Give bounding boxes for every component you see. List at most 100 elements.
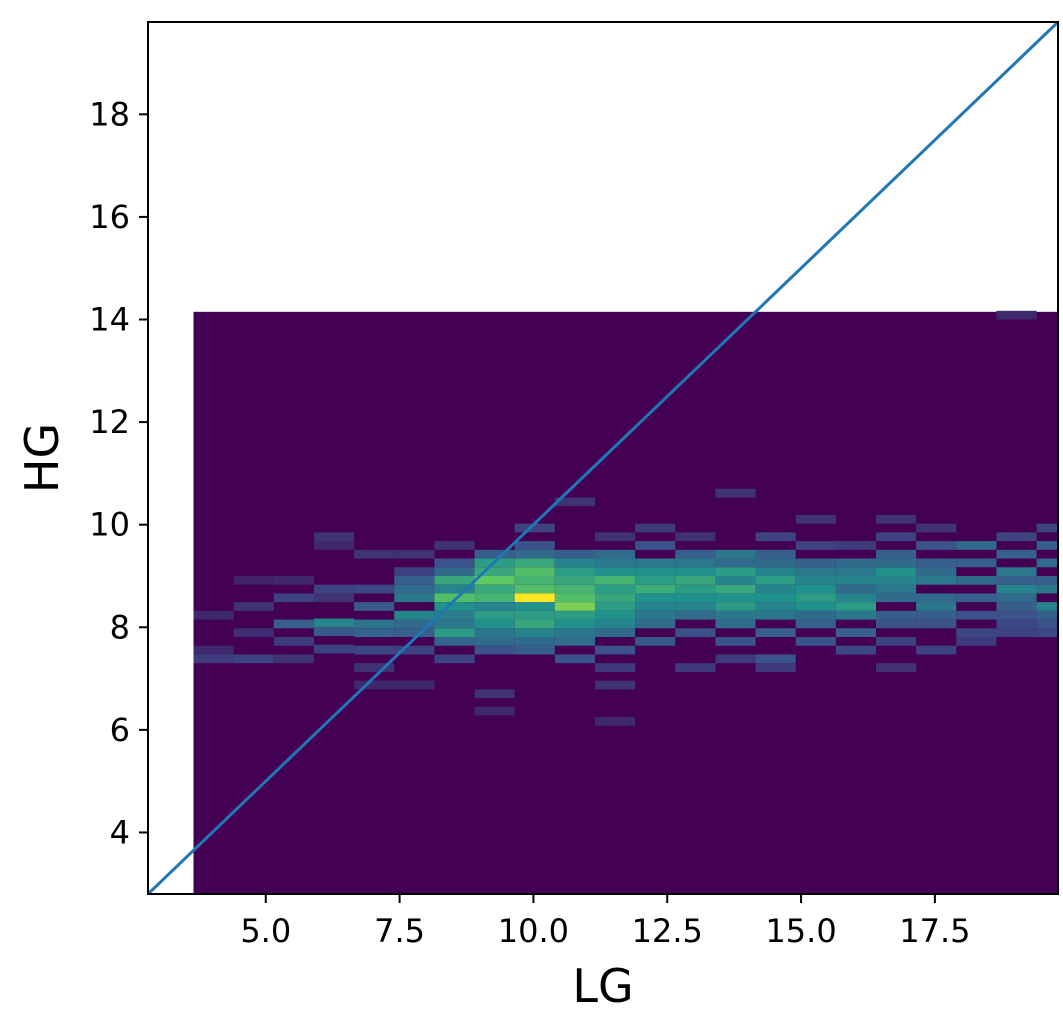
heatmap-cell (835, 584, 876, 594)
heatmap-cell (594, 680, 636, 690)
heatmap-cell (1036, 541, 1058, 550)
heatmap-cell (795, 558, 836, 568)
heatmap-cell (354, 663, 395, 672)
heatmap-cell (233, 654, 274, 664)
heatmap-cell (394, 680, 435, 690)
heatmap-cell (554, 610, 595, 620)
heatmap-cell (594, 628, 636, 638)
heatmap-cell (394, 619, 435, 629)
heatmap-cell (434, 575, 475, 585)
heatmap-cell (434, 654, 475, 664)
heatmap-cell (594, 558, 636, 568)
heatmap-cell (996, 610, 1037, 620)
heatmap-cell (474, 549, 515, 559)
heatmap-cell (554, 593, 595, 603)
heatmap-cell (635, 637, 676, 646)
heatmap-cell (313, 593, 355, 603)
heatmap-cell (675, 558, 716, 568)
heatmap-cell (554, 584, 595, 594)
x-tick-label: 12.5 (632, 912, 703, 950)
heatmap-cell (715, 567, 756, 576)
heatmap-cell (554, 497, 595, 507)
heatmap-cell (956, 637, 997, 646)
heatmap-cell (594, 549, 636, 559)
heatmap-cell (635, 558, 676, 568)
heatmap-cell (835, 628, 876, 638)
heatmap-cell (715, 593, 756, 603)
heatmap-cell (876, 514, 917, 524)
heatmap-cells (193, 310, 1058, 726)
heatmap-cell (795, 610, 836, 620)
heatmap-cell (715, 558, 756, 568)
x-tick-label: 17.5 (899, 912, 970, 950)
heatmap-cell (394, 584, 435, 594)
heatmap-cell (193, 610, 234, 620)
heatmap-cell (635, 567, 676, 576)
heatmap-cell (1036, 602, 1058, 611)
heatmap-cell (715, 637, 756, 646)
heatmap-cell (675, 663, 716, 672)
heatmap-cell (394, 610, 435, 620)
heatmap-cell (635, 523, 676, 533)
heatmap-cell (1036, 628, 1058, 638)
heatmap-cell (835, 567, 876, 576)
heatmap-cell (514, 637, 555, 646)
heatmap-cell (233, 628, 274, 638)
heatmap-cell (554, 619, 595, 629)
y-tick-label: 6 (110, 711, 130, 749)
heatmap-cell (956, 593, 997, 603)
heatmap-cell (755, 602, 796, 611)
heatmap-cell (755, 610, 796, 620)
heatmap-cell (474, 584, 515, 594)
heatmap-cell (675, 602, 716, 611)
heatmap-cell (354, 549, 395, 559)
heatmap-cell (474, 602, 515, 611)
heatmap-cell (594, 663, 636, 672)
heatmap-cell (594, 602, 636, 611)
heatmap-cell (594, 593, 636, 603)
heatmap-cell (1036, 523, 1058, 533)
heatmap-cell (594, 610, 636, 620)
heatmap-cell (514, 628, 555, 638)
heatmap-cell (755, 532, 796, 542)
heatmap-cell (434, 558, 475, 568)
heatmap-cell (354, 584, 395, 594)
heatmap-cell (876, 584, 917, 594)
x-axis-label: LG (572, 959, 633, 1013)
heatmap-cell (876, 593, 917, 603)
heatmap-cell (635, 619, 676, 629)
heatmap-cell (715, 654, 756, 664)
heatmap-cell (514, 575, 555, 585)
heatmap-cell (273, 593, 314, 603)
heatmap-cell (394, 567, 435, 576)
heatmap-cell (916, 523, 957, 533)
heatmap-cell (876, 575, 917, 585)
heatmap-cell (795, 637, 836, 646)
heatmap-cell (313, 584, 355, 594)
heatmap-cell (715, 488, 756, 498)
heatmap-cell (354, 628, 395, 638)
heatmap-cell (434, 593, 475, 603)
heatmap-cell (594, 567, 636, 576)
heatmap-cell (956, 610, 997, 620)
heatmap-cell (594, 575, 636, 585)
heatmap-cell (434, 602, 475, 611)
heatmap-cell (876, 549, 917, 559)
heatmap-cell (715, 575, 756, 585)
heatmap-cell (916, 645, 957, 655)
heatmap-cell (956, 558, 997, 568)
y-tick-label: 12 (89, 403, 130, 441)
heatmap-cell (876, 558, 917, 568)
heatmap-cell (996, 549, 1037, 559)
heatmap-cell (675, 567, 716, 576)
heatmap-cell (996, 584, 1037, 594)
heatmap-cell (715, 584, 756, 594)
heatmap-cell (675, 584, 716, 594)
y-tick-label: 18 (89, 95, 130, 133)
heatmap-cell (996, 532, 1037, 542)
heatmap-cell (394, 549, 435, 559)
heatmap-cell (554, 637, 595, 646)
heatmap-cell (594, 619, 636, 629)
x-tick-label: 7.5 (374, 912, 425, 950)
heatmap-cell (193, 654, 234, 664)
